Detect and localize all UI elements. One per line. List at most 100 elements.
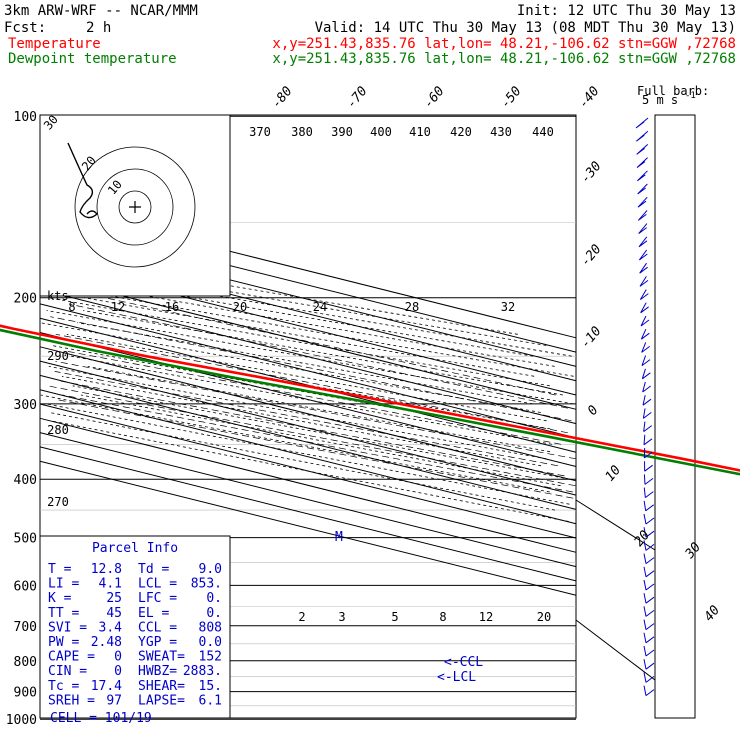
parcel-label2-1: LCL = [138, 577, 177, 592]
wind-barb [643, 540, 655, 551]
parcel-value-0: 12.8 [91, 562, 122, 577]
dry-adiabat [40, 394, 550, 493]
hodograph-ring-1 [96, 168, 174, 246]
mixing-ratio-label-5: 28 [405, 300, 419, 314]
dry-adiabat [46, 310, 574, 405]
dewpoint-line [0, 328, 740, 476]
fcst-label: Fcst: [4, 20, 46, 36]
isotherm [39, 360, 577, 496]
mixing-ratio-label-1: 12 [111, 300, 125, 314]
theta-e-label-4: 410 [409, 125, 431, 139]
wind-barb [639, 276, 649, 287]
mixing-ratio-label-3: 20 [233, 300, 247, 314]
wind-barb [643, 553, 655, 564]
theta-e-label-1: 380 [291, 125, 313, 139]
dry-adiabat [47, 297, 550, 387]
moist-adiabat [56, 399, 574, 499]
model-title: 3km ARW-WRF -- NCAR/MMM [4, 3, 198, 19]
isotherms [39, 203, 577, 596]
wind-barb [643, 421, 652, 432]
wind-barb [637, 210, 648, 221]
right-temp-label-0: -30 [578, 159, 605, 187]
isotherm [39, 417, 577, 553]
dry-adiabat [77, 322, 533, 405]
wind-barb [642, 381, 651, 393]
moist-adiabat [55, 333, 568, 434]
dewpoint-legend: Dewpoint temperature [8, 51, 177, 67]
dry-adiabat [49, 412, 556, 511]
top-temp-label-0: -80 [269, 84, 296, 112]
dry-adiabat [43, 283, 574, 377]
isotherm [39, 460, 577, 596]
mixing-ratio-low-label-3: 8 [439, 610, 446, 624]
mixing-ratio-low-label-1: 3 [338, 610, 345, 624]
wind-barb [640, 315, 650, 327]
parcel-value-3: 45 [106, 606, 122, 621]
parcel-label2-4: CCL = [138, 620, 177, 635]
temperature-line [0, 324, 740, 472]
top-temp-label-4: -40 [576, 84, 603, 112]
isotherm [39, 446, 577, 582]
parcel-label2-5: YGP = [138, 635, 177, 650]
temperature-legend: Temperature [8, 36, 101, 52]
parcel-label-5: PW = [48, 635, 79, 650]
dry-adiabat [48, 366, 547, 460]
wind-barb [644, 461, 653, 472]
pressure-tick-200: 200 [14, 292, 37, 307]
dry-adiabat [83, 310, 563, 396]
dry-adiabat [80, 394, 561, 487]
pressure-tick-400: 400 [14, 473, 37, 488]
pressure-tick-100: 100 [14, 110, 37, 125]
wind-barb [642, 395, 652, 406]
lcl-marker: <-LCL [437, 670, 476, 685]
parcel-label2-6: SWEAT= [138, 650, 185, 665]
sounding-profiles: <-CCL<-LCL M [0, 324, 740, 685]
wind-barb [639, 289, 649, 300]
hodograph-ring-0 [118, 190, 152, 224]
theta-label-1: 280 [47, 423, 69, 437]
parcel-value2-4: 808 [199, 620, 222, 635]
dry-adiabat [71, 355, 552, 445]
isotherm [39, 274, 577, 410]
parcel-label-3: TT = [48, 606, 79, 621]
m-marker: M [335, 530, 343, 545]
wind-barb [636, 144, 649, 155]
wind-barb [643, 632, 655, 644]
dewpoint-location: x,y=251.43,835.76 lat,lon= 48.21,-106.62… [272, 51, 736, 67]
parcel-label2-7: HWBZ= [138, 664, 177, 679]
pressure-tick-500: 500 [14, 532, 37, 547]
moist-adiabat [60, 380, 565, 477]
isotherm [39, 432, 577, 568]
parcel-cell: CELL = 101/19 [50, 711, 152, 726]
top-temp-label-1: -70 [344, 84, 371, 112]
wind-legend-value: 5 m s [642, 93, 678, 107]
parcel-info-panel [39, 535, 231, 719]
right-temp-label-2: -10 [578, 324, 605, 352]
parcel-value2-7: 2883. [183, 664, 222, 679]
mixing-ratio-label-4: 24 [313, 300, 327, 314]
moist-adiabat [69, 303, 568, 409]
ccl-marker: <-CCL [444, 655, 483, 670]
parcel-value2-6: 152 [199, 650, 222, 665]
parcel-label2-2: LFC = [138, 591, 177, 606]
hodograph-origin [129, 201, 141, 213]
dry-adiabat [103, 269, 547, 346]
frame-diagonal [575, 499, 656, 681]
wind-barbs [635, 117, 655, 696]
dry-adiabat [61, 375, 542, 467]
parcel-value2-3: 0. [206, 606, 222, 621]
wind-barb [643, 579, 655, 591]
parcel-label2-3: EL = [138, 606, 169, 621]
dry-adiabat [50, 420, 569, 522]
wind-barb [637, 196, 648, 208]
parcel-value-2: 25 [106, 591, 122, 606]
wind-barb [641, 342, 650, 353]
right-temp-label-4: 10 [603, 463, 625, 485]
dry-adiabat [115, 283, 534, 357]
pressure-tick-800: 800 [14, 655, 37, 670]
pressure-tick-700: 700 [14, 620, 37, 635]
parcel-value2-2: 0. [206, 591, 222, 606]
wind-barb [638, 249, 648, 261]
wind-barb-column [654, 114, 696, 719]
